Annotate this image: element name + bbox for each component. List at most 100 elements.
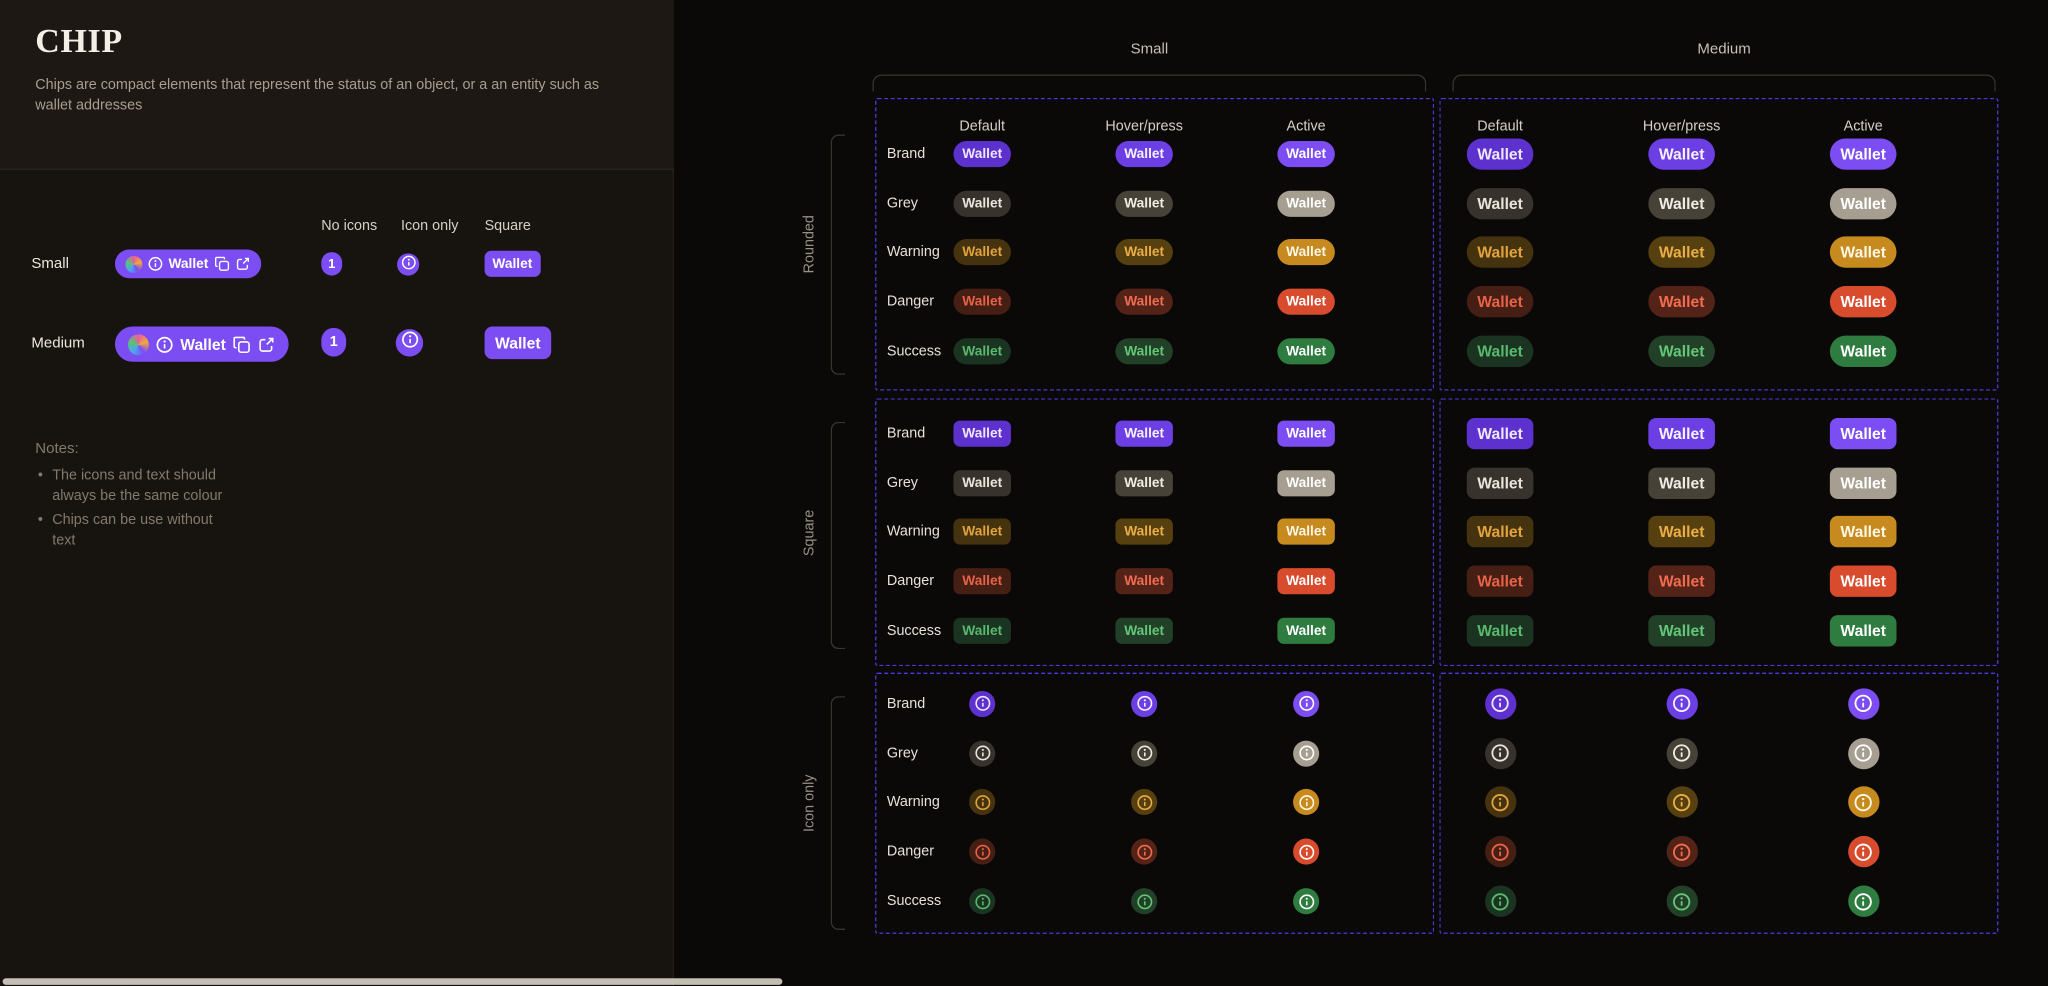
chip-full-small[interactable]: Wallet — [114, 249, 261, 279]
chip-brand-hover-square-small[interactable]: Wallet — [1115, 420, 1174, 447]
chip-danger-active-icononly-small[interactable] — [1293, 838, 1320, 866]
chip-warning-hover-icononly-small[interactable] — [1131, 789, 1158, 816]
chip-danger-hover-rounded-medium[interactable]: Wallet — [1648, 286, 1715, 318]
chip-brand-active-square-small[interactable]: Wallet — [1277, 420, 1336, 447]
chip-danger-active-rounded-medium[interactable]: Wallet — [1829, 286, 1897, 318]
chip-danger-default-rounded-small[interactable]: Wallet — [953, 289, 1012, 316]
chip-success-hover-rounded-small[interactable]: Wallet — [1115, 338, 1174, 365]
chip-danger-default-square-small[interactable]: Wallet — [953, 568, 1012, 595]
chip-grey-default-square-medium[interactable]: Wallet — [1466, 467, 1534, 499]
chip-grey-default-rounded-medium[interactable]: Wallet — [1466, 187, 1534, 220]
chip-grey-hover-rounded-small[interactable]: Wallet — [1115, 190, 1174, 217]
chip-full-medium[interactable]: Wallet — [114, 326, 289, 362]
chip-warning-default-icononly-small[interactable] — [969, 789, 996, 816]
chip-grey-hover-square-small[interactable]: Wallet — [1115, 469, 1174, 496]
chip-success-hover-rounded-medium[interactable]: Wallet — [1648, 335, 1715, 368]
external-link-icon[interactable] — [234, 256, 250, 272]
chip-grey-hover-rounded-medium[interactable]: Wallet — [1648, 187, 1715, 220]
chip-warning-hover-rounded-medium[interactable]: Wallet — [1648, 237, 1715, 269]
chip-brand-hover-icononly-small[interactable] — [1131, 690, 1158, 717]
chip-brand-active-icononly-small[interactable] — [1293, 690, 1320, 717]
chip-danger-default-icononly-medium[interactable] — [1484, 836, 1516, 868]
chip-warning-default-icononly-medium[interactable] — [1484, 786, 1516, 819]
chip-warning-hover-icononly-medium[interactable] — [1665, 786, 1698, 819]
chip-success-default-icononly-small[interactable] — [969, 888, 996, 915]
chip-grey-hover-icononly-small[interactable] — [1131, 740, 1158, 767]
chip-icon-only-small[interactable] — [397, 253, 420, 276]
chip-grey-hover-square-medium[interactable]: Wallet — [1648, 467, 1715, 499]
chip-square-medium[interactable]: Wallet — [484, 326, 552, 360]
chip-success-active-rounded-medium[interactable]: Wallet — [1829, 335, 1897, 368]
chip-grey-default-square-small[interactable]: Wallet — [953, 469, 1012, 496]
chip-warning-default-rounded-small[interactable]: Wallet — [953, 239, 1012, 266]
copy-icon[interactable] — [214, 256, 230, 272]
chip-success-active-icononly-small[interactable] — [1293, 888, 1320, 915]
chip-grey-active-rounded-small[interactable]: Wallet — [1277, 190, 1336, 217]
chip-no-icon-medium[interactable]: 1 — [321, 327, 347, 357]
chip-grey-active-rounded-medium[interactable]: Wallet — [1829, 187, 1897, 220]
chip-success-hover-icononly-small[interactable] — [1131, 888, 1158, 915]
chip-brand-active-rounded-small[interactable]: Wallet — [1277, 140, 1336, 168]
copy-icon[interactable] — [232, 335, 250, 353]
chip-success-default-rounded-medium[interactable]: Wallet — [1466, 335, 1534, 368]
chip-success-hover-icononly-medium[interactable] — [1665, 885, 1698, 917]
chip-grey-active-icononly-medium[interactable] — [1847, 737, 1879, 769]
chip-success-hover-square-small[interactable]: Wallet — [1115, 617, 1174, 645]
chip-warning-hover-square-medium[interactable]: Wallet — [1648, 516, 1715, 548]
chip-warning-hover-rounded-small[interactable]: Wallet — [1115, 239, 1174, 266]
chip-grey-hover-icononly-medium[interactable] — [1665, 737, 1698, 769]
chip-icon-only-medium[interactable] — [395, 329, 424, 357]
chip-brand-hover-icononly-medium[interactable] — [1665, 688, 1698, 720]
chip-brand-active-square-medium[interactable]: Wallet — [1829, 417, 1897, 450]
chip-grey-active-icononly-small[interactable] — [1293, 740, 1320, 767]
chip-warning-active-square-small[interactable]: Wallet — [1277, 519, 1336, 546]
chip-warning-active-rounded-small[interactable]: Wallet — [1277, 239, 1336, 266]
chip-danger-hover-icononly-small[interactable] — [1131, 838, 1158, 866]
chip-square-small[interactable]: Wallet — [484, 250, 541, 277]
chip-danger-default-rounded-medium[interactable]: Wallet — [1466, 286, 1534, 318]
chip-grey-default-rounded-small[interactable]: Wallet — [953, 190, 1012, 217]
chip-warning-default-square-small[interactable]: Wallet — [953, 519, 1012, 546]
chip-success-default-square-small[interactable]: Wallet — [953, 617, 1012, 645]
chip-brand-default-icononly-medium[interactable] — [1484, 688, 1516, 720]
chip-warning-hover-square-small[interactable]: Wallet — [1115, 519, 1174, 546]
external-link-icon[interactable] — [257, 335, 275, 353]
chip-brand-hover-square-medium[interactable]: Wallet — [1648, 417, 1715, 450]
chip-danger-default-square-medium[interactable]: Wallet — [1466, 565, 1534, 598]
horizontal-scrollbar-thumb[interactable] — [2, 978, 783, 985]
chip-brand-default-rounded-small[interactable]: Wallet — [953, 140, 1012, 168]
chip-brand-default-rounded-medium[interactable]: Wallet — [1466, 138, 1534, 170]
chip-brand-active-icononly-medium[interactable] — [1847, 688, 1879, 720]
chip-brand-default-square-small[interactable]: Wallet — [953, 420, 1012, 447]
chip-success-active-icononly-medium[interactable] — [1847, 885, 1879, 917]
chip-warning-default-rounded-medium[interactable]: Wallet — [1466, 237, 1534, 269]
chip-success-default-icononly-medium[interactable] — [1484, 885, 1516, 917]
chip-success-active-square-medium[interactable]: Wallet — [1829, 615, 1897, 647]
chip-danger-hover-square-medium[interactable]: Wallet — [1648, 565, 1715, 598]
chip-danger-hover-icononly-medium[interactable] — [1665, 836, 1698, 868]
chip-success-active-rounded-small[interactable]: Wallet — [1277, 338, 1336, 365]
chip-grey-active-square-small[interactable]: Wallet — [1277, 469, 1336, 496]
chip-warning-active-rounded-medium[interactable]: Wallet — [1829, 237, 1897, 269]
chip-brand-default-square-medium[interactable]: Wallet — [1466, 417, 1534, 450]
chip-warning-active-icononly-medium[interactable] — [1847, 786, 1879, 819]
chip-danger-hover-rounded-small[interactable]: Wallet — [1115, 289, 1174, 316]
chip-warning-active-icononly-small[interactable] — [1293, 789, 1320, 816]
chip-success-active-square-small[interactable]: Wallet — [1277, 617, 1336, 645]
chip-warning-default-square-medium[interactable]: Wallet — [1466, 516, 1534, 548]
chip-success-hover-square-medium[interactable]: Wallet — [1648, 615, 1715, 647]
chip-danger-active-square-small[interactable]: Wallet — [1277, 568, 1336, 595]
chip-success-default-square-medium[interactable]: Wallet — [1466, 615, 1534, 647]
chip-grey-active-square-medium[interactable]: Wallet — [1829, 467, 1897, 499]
chip-warning-active-square-medium[interactable]: Wallet — [1829, 516, 1897, 548]
chip-no-icon-small[interactable]: 1 — [321, 252, 343, 276]
chip-danger-active-rounded-small[interactable]: Wallet — [1277, 289, 1336, 316]
chip-brand-default-icononly-small[interactable] — [969, 690, 996, 717]
chip-danger-active-icononly-medium[interactable] — [1847, 836, 1879, 868]
chip-brand-hover-rounded-small[interactable]: Wallet — [1115, 140, 1174, 168]
chip-grey-default-icononly-medium[interactable] — [1484, 737, 1516, 769]
chip-danger-default-icononly-small[interactable] — [969, 838, 996, 866]
chip-danger-active-square-medium[interactable]: Wallet — [1829, 565, 1897, 598]
chip-danger-hover-square-small[interactable]: Wallet — [1115, 568, 1174, 595]
chip-brand-hover-rounded-medium[interactable]: Wallet — [1648, 138, 1715, 170]
